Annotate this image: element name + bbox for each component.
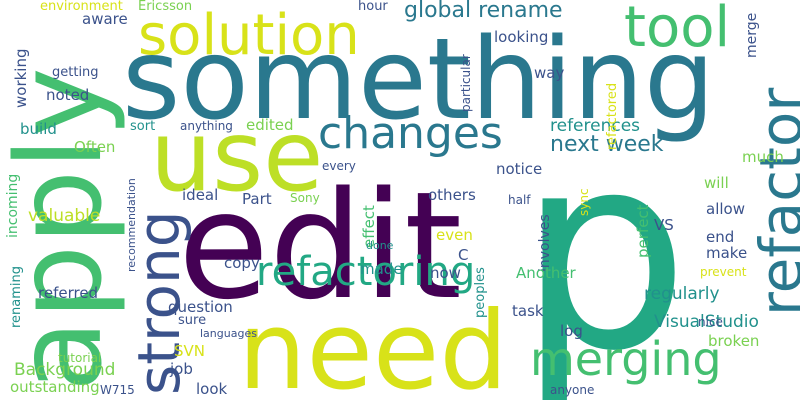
word-regularly: regularly bbox=[644, 286, 720, 303]
word-make: make bbox=[706, 246, 747, 261]
word-prevent: prevent bbox=[700, 266, 746, 278]
word-need: need bbox=[238, 298, 508, 400]
word-global-rename: global rename bbox=[404, 0, 563, 22]
word-tutorial: tutorial bbox=[58, 352, 101, 364]
word-build: build bbox=[20, 122, 57, 137]
word-made: made bbox=[360, 262, 403, 277]
word-changes: changes bbox=[318, 112, 503, 156]
word-even: even bbox=[436, 228, 473, 243]
word-working: working bbox=[14, 49, 29, 109]
word-outstanding: outstanding bbox=[10, 380, 100, 395]
word-peoples: peoples bbox=[474, 267, 487, 318]
word-valuable: valuable bbox=[28, 208, 100, 225]
word-job: job bbox=[170, 362, 193, 377]
word-referred: referred bbox=[38, 286, 98, 301]
word-svn: SVN bbox=[174, 344, 205, 359]
word-allow: allow bbox=[706, 202, 745, 217]
word-notice: notice bbox=[496, 162, 542, 177]
word-part: Part bbox=[242, 192, 272, 207]
word-anyone: anyone bbox=[550, 384, 594, 396]
word-done: done bbox=[366, 240, 393, 251]
word-refactor: refactor bbox=[752, 88, 800, 316]
word-references: references bbox=[550, 118, 640, 135]
word-now: now bbox=[430, 266, 461, 281]
word-w715: W715 bbox=[100, 384, 135, 396]
word-broken: broken bbox=[708, 334, 759, 349]
word-sony: Sony bbox=[290, 192, 320, 204]
word-vs: VS bbox=[654, 218, 674, 233]
word-task: task bbox=[512, 304, 544, 319]
word-particular: particular bbox=[460, 54, 472, 112]
word-ericsson: Ericsson bbox=[138, 0, 192, 13]
word-looking: looking bbox=[494, 30, 548, 45]
word-merging: merging bbox=[530, 336, 722, 382]
word-merge: merge bbox=[745, 13, 759, 58]
word-log: log bbox=[560, 324, 583, 339]
word-aware: aware bbox=[82, 12, 128, 27]
word-ideal: ideal bbox=[182, 188, 218, 203]
word-will: will bbox=[704, 176, 729, 191]
word-sync: sync bbox=[578, 188, 590, 216]
word-look: look bbox=[196, 382, 227, 397]
word-recommendation: recommendation bbox=[126, 178, 137, 272]
word-nice: nice bbox=[698, 316, 723, 328]
word-noted: noted bbox=[46, 88, 89, 103]
word-tool: tool bbox=[624, 0, 730, 56]
word-edited: edited bbox=[246, 118, 294, 133]
word-hour: hour bbox=[358, 0, 388, 13]
word-others: others bbox=[428, 188, 476, 203]
word-c: C bbox=[458, 248, 468, 263]
word-way: way bbox=[534, 66, 564, 81]
word-anything: anything bbox=[180, 120, 233, 132]
word-languages: languages bbox=[200, 328, 257, 339]
word-sort: sort bbox=[130, 120, 155, 133]
word-refactored: refactored bbox=[606, 83, 619, 150]
word-getting: getting bbox=[52, 66, 99, 79]
word-half: half bbox=[508, 194, 531, 206]
word-every: every bbox=[322, 160, 356, 172]
word-much: much bbox=[742, 150, 784, 165]
word-solution: solution bbox=[138, 8, 360, 64]
word-incoming: incoming bbox=[6, 174, 20, 238]
word-another: Another bbox=[516, 266, 576, 281]
word-end: end bbox=[706, 230, 734, 245]
word-perfect: perfect bbox=[636, 204, 651, 258]
word-sure: sure bbox=[178, 314, 206, 327]
word-renaming: renaming bbox=[10, 266, 23, 328]
word-often: Often bbox=[74, 140, 115, 155]
word-copy: copy bbox=[224, 256, 260, 271]
